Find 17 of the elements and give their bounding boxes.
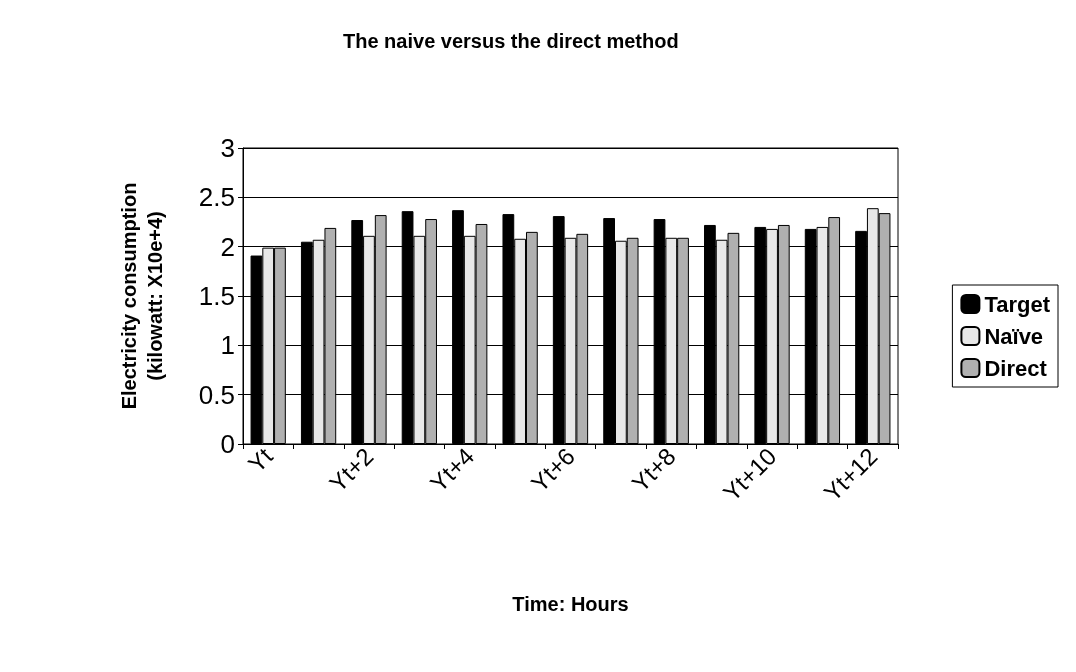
y-tick-label: 3 bbox=[220, 133, 235, 163]
y-tick-label: 1 bbox=[220, 330, 235, 361]
y-tick-label: 2.5 bbox=[198, 182, 235, 213]
y-tick-label: 1.5 bbox=[198, 281, 235, 311]
y-tick-label: 0.5 bbox=[198, 379, 235, 410]
y-tick-label: 2 bbox=[220, 231, 235, 262]
x-tick-label: Yt+6 bbox=[525, 442, 581, 497]
legend-label: Direct bbox=[984, 355, 1048, 381]
y-tick-label: 0 bbox=[220, 429, 235, 459]
legend-label: Naïve bbox=[984, 323, 1044, 349]
chart-title: The naive versus the direct method bbox=[343, 30, 679, 52]
y-axis-title: Electricity consumption (kilowatt: X10e+4) bbox=[118, 182, 166, 410]
x-tick-label: Yt+2 bbox=[324, 442, 379, 497]
legend-label: Target bbox=[984, 291, 1051, 317]
x-tick-label: Yt+8 bbox=[626, 442, 681, 497]
x-tick-label: Yt bbox=[242, 442, 278, 478]
x-axis-title: Time: Hours bbox=[512, 593, 629, 615]
